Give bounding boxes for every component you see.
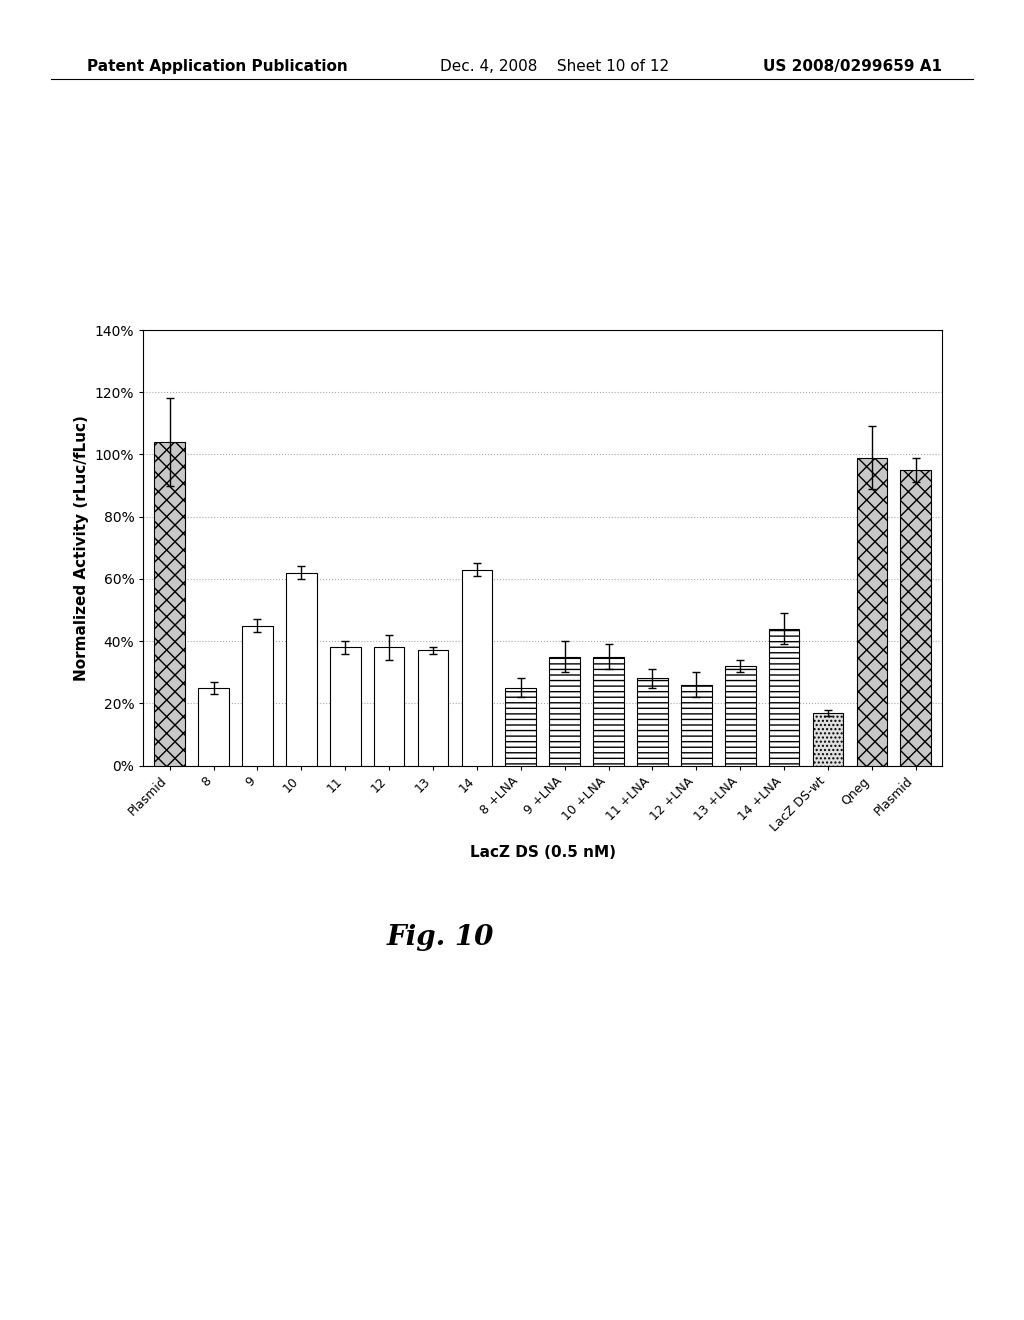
Bar (286, 573, 316, 766)
Bar (900, 470, 931, 766)
Bar (813, 713, 844, 766)
Bar (856, 458, 887, 766)
Bar (549, 657, 580, 766)
Bar (242, 626, 272, 766)
Bar (593, 657, 624, 766)
Bar (725, 667, 756, 766)
Text: US 2008/0299659 A1: US 2008/0299659 A1 (763, 59, 942, 74)
Y-axis label: Normalized Activity (rLuc/fLuc): Normalized Activity (rLuc/fLuc) (75, 414, 89, 681)
Bar (418, 651, 449, 766)
Bar (462, 570, 493, 766)
X-axis label: LacZ DS (0.5 nM): LacZ DS (0.5 nM) (470, 846, 615, 861)
Bar (637, 678, 668, 766)
Text: Fig. 10: Fig. 10 (387, 924, 494, 950)
Text: Patent Application Publication: Patent Application Publication (87, 59, 348, 74)
Bar (155, 442, 185, 766)
Bar (330, 647, 360, 766)
Bar (506, 688, 537, 766)
Bar (681, 685, 712, 766)
Bar (199, 688, 229, 766)
Bar (769, 628, 800, 766)
Text: Dec. 4, 2008    Sheet 10 of 12: Dec. 4, 2008 Sheet 10 of 12 (440, 59, 670, 74)
Bar (374, 647, 404, 766)
